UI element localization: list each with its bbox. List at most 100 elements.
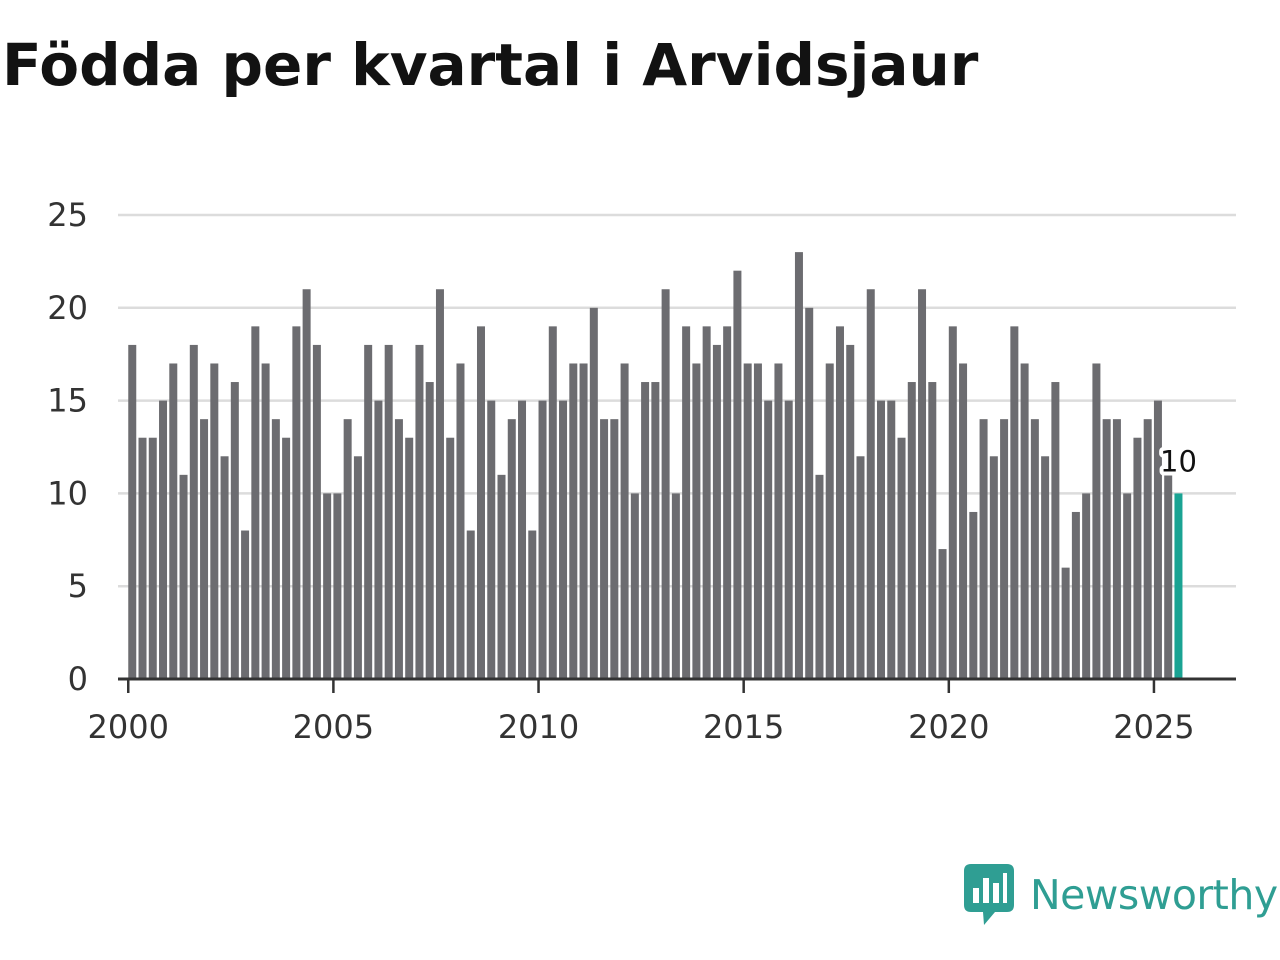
x-tick-label-2020: 2020	[908, 708, 989, 746]
bar	[446, 437, 455, 679]
bar	[630, 493, 639, 679]
bar	[651, 382, 660, 679]
bar	[1041, 456, 1050, 679]
bar	[1082, 493, 1091, 679]
bar	[1020, 363, 1029, 679]
bar	[1102, 419, 1111, 679]
bar	[661, 289, 670, 679]
y-axis: 0 5 10 15 20 25	[47, 196, 88, 698]
bar	[507, 419, 516, 679]
bar	[374, 400, 383, 679]
bar	[343, 419, 352, 679]
bar	[497, 474, 506, 679]
bar	[959, 363, 968, 679]
annotations: 10	[1156, 440, 1201, 482]
bar	[1051, 382, 1060, 679]
bar	[682, 326, 691, 679]
bar	[743, 363, 752, 679]
bar	[189, 344, 198, 679]
bar	[907, 382, 916, 679]
bar	[805, 307, 814, 679]
bar	[251, 326, 260, 679]
y-tick-label-5: 5	[68, 567, 88, 605]
y-tick-label-15: 15	[47, 382, 88, 420]
bar	[794, 252, 803, 679]
bar	[538, 400, 547, 679]
bar	[815, 474, 824, 679]
bar	[487, 400, 496, 679]
bar	[333, 493, 342, 679]
bar	[405, 437, 414, 679]
bar	[671, 493, 680, 679]
x-axis: 2000 2005 2010 2015 2020 2025	[88, 677, 1236, 746]
bar	[128, 344, 137, 679]
bar	[559, 400, 568, 679]
bar	[579, 363, 588, 679]
bar-series	[128, 252, 1183, 679]
bar	[589, 307, 598, 679]
bar	[476, 326, 485, 679]
bar	[1061, 567, 1070, 679]
bar	[784, 400, 793, 679]
bar	[1164, 474, 1173, 679]
bar	[435, 289, 444, 679]
bar	[620, 363, 629, 679]
bar	[1153, 400, 1162, 679]
bar	[928, 382, 937, 679]
bar	[210, 363, 219, 679]
bar	[569, 363, 578, 679]
bar	[1030, 419, 1039, 679]
bar	[692, 363, 701, 679]
bar	[312, 344, 321, 679]
bar	[835, 326, 844, 679]
bar	[148, 437, 157, 679]
bar	[897, 437, 906, 679]
bar	[292, 326, 301, 679]
bar	[159, 400, 168, 679]
bar	[846, 344, 855, 679]
x-tick-label-2010: 2010	[498, 708, 579, 746]
bar	[1000, 419, 1009, 679]
x-tick-label-2025: 2025	[1113, 708, 1194, 746]
bar	[384, 344, 393, 679]
bar	[1112, 419, 1121, 679]
bar	[138, 437, 147, 679]
bar	[641, 382, 650, 679]
bar	[456, 363, 465, 679]
bar	[774, 363, 783, 679]
bar	[712, 344, 721, 679]
y-tick-label-25: 25	[47, 196, 88, 234]
bar	[230, 382, 239, 679]
bar	[723, 326, 732, 679]
bar	[702, 326, 711, 679]
bar	[528, 530, 537, 679]
y-tick-label-10: 10	[47, 474, 88, 512]
x-tick-label-2005: 2005	[293, 708, 374, 746]
bar	[610, 419, 619, 679]
bar	[866, 289, 875, 679]
bar	[764, 400, 773, 679]
bar	[518, 400, 527, 679]
bar	[877, 400, 886, 679]
bar	[1143, 419, 1152, 679]
bar	[1092, 363, 1101, 679]
bar	[938, 549, 947, 679]
bar	[394, 419, 403, 679]
y-tick-label-0: 0	[68, 660, 88, 698]
bar	[302, 289, 311, 679]
bar	[282, 437, 291, 679]
bar	[548, 326, 557, 679]
bar	[169, 363, 178, 679]
bar	[415, 344, 424, 679]
bar	[261, 363, 270, 679]
brand-name: Newsworthy	[1030, 870, 1278, 919]
bar	[364, 344, 373, 679]
bar	[1133, 437, 1142, 679]
bar	[1071, 511, 1080, 679]
bar	[887, 400, 896, 679]
bar	[200, 419, 209, 679]
bar	[425, 382, 434, 679]
bar	[1123, 493, 1132, 679]
bar	[220, 456, 229, 679]
bar	[241, 530, 250, 679]
